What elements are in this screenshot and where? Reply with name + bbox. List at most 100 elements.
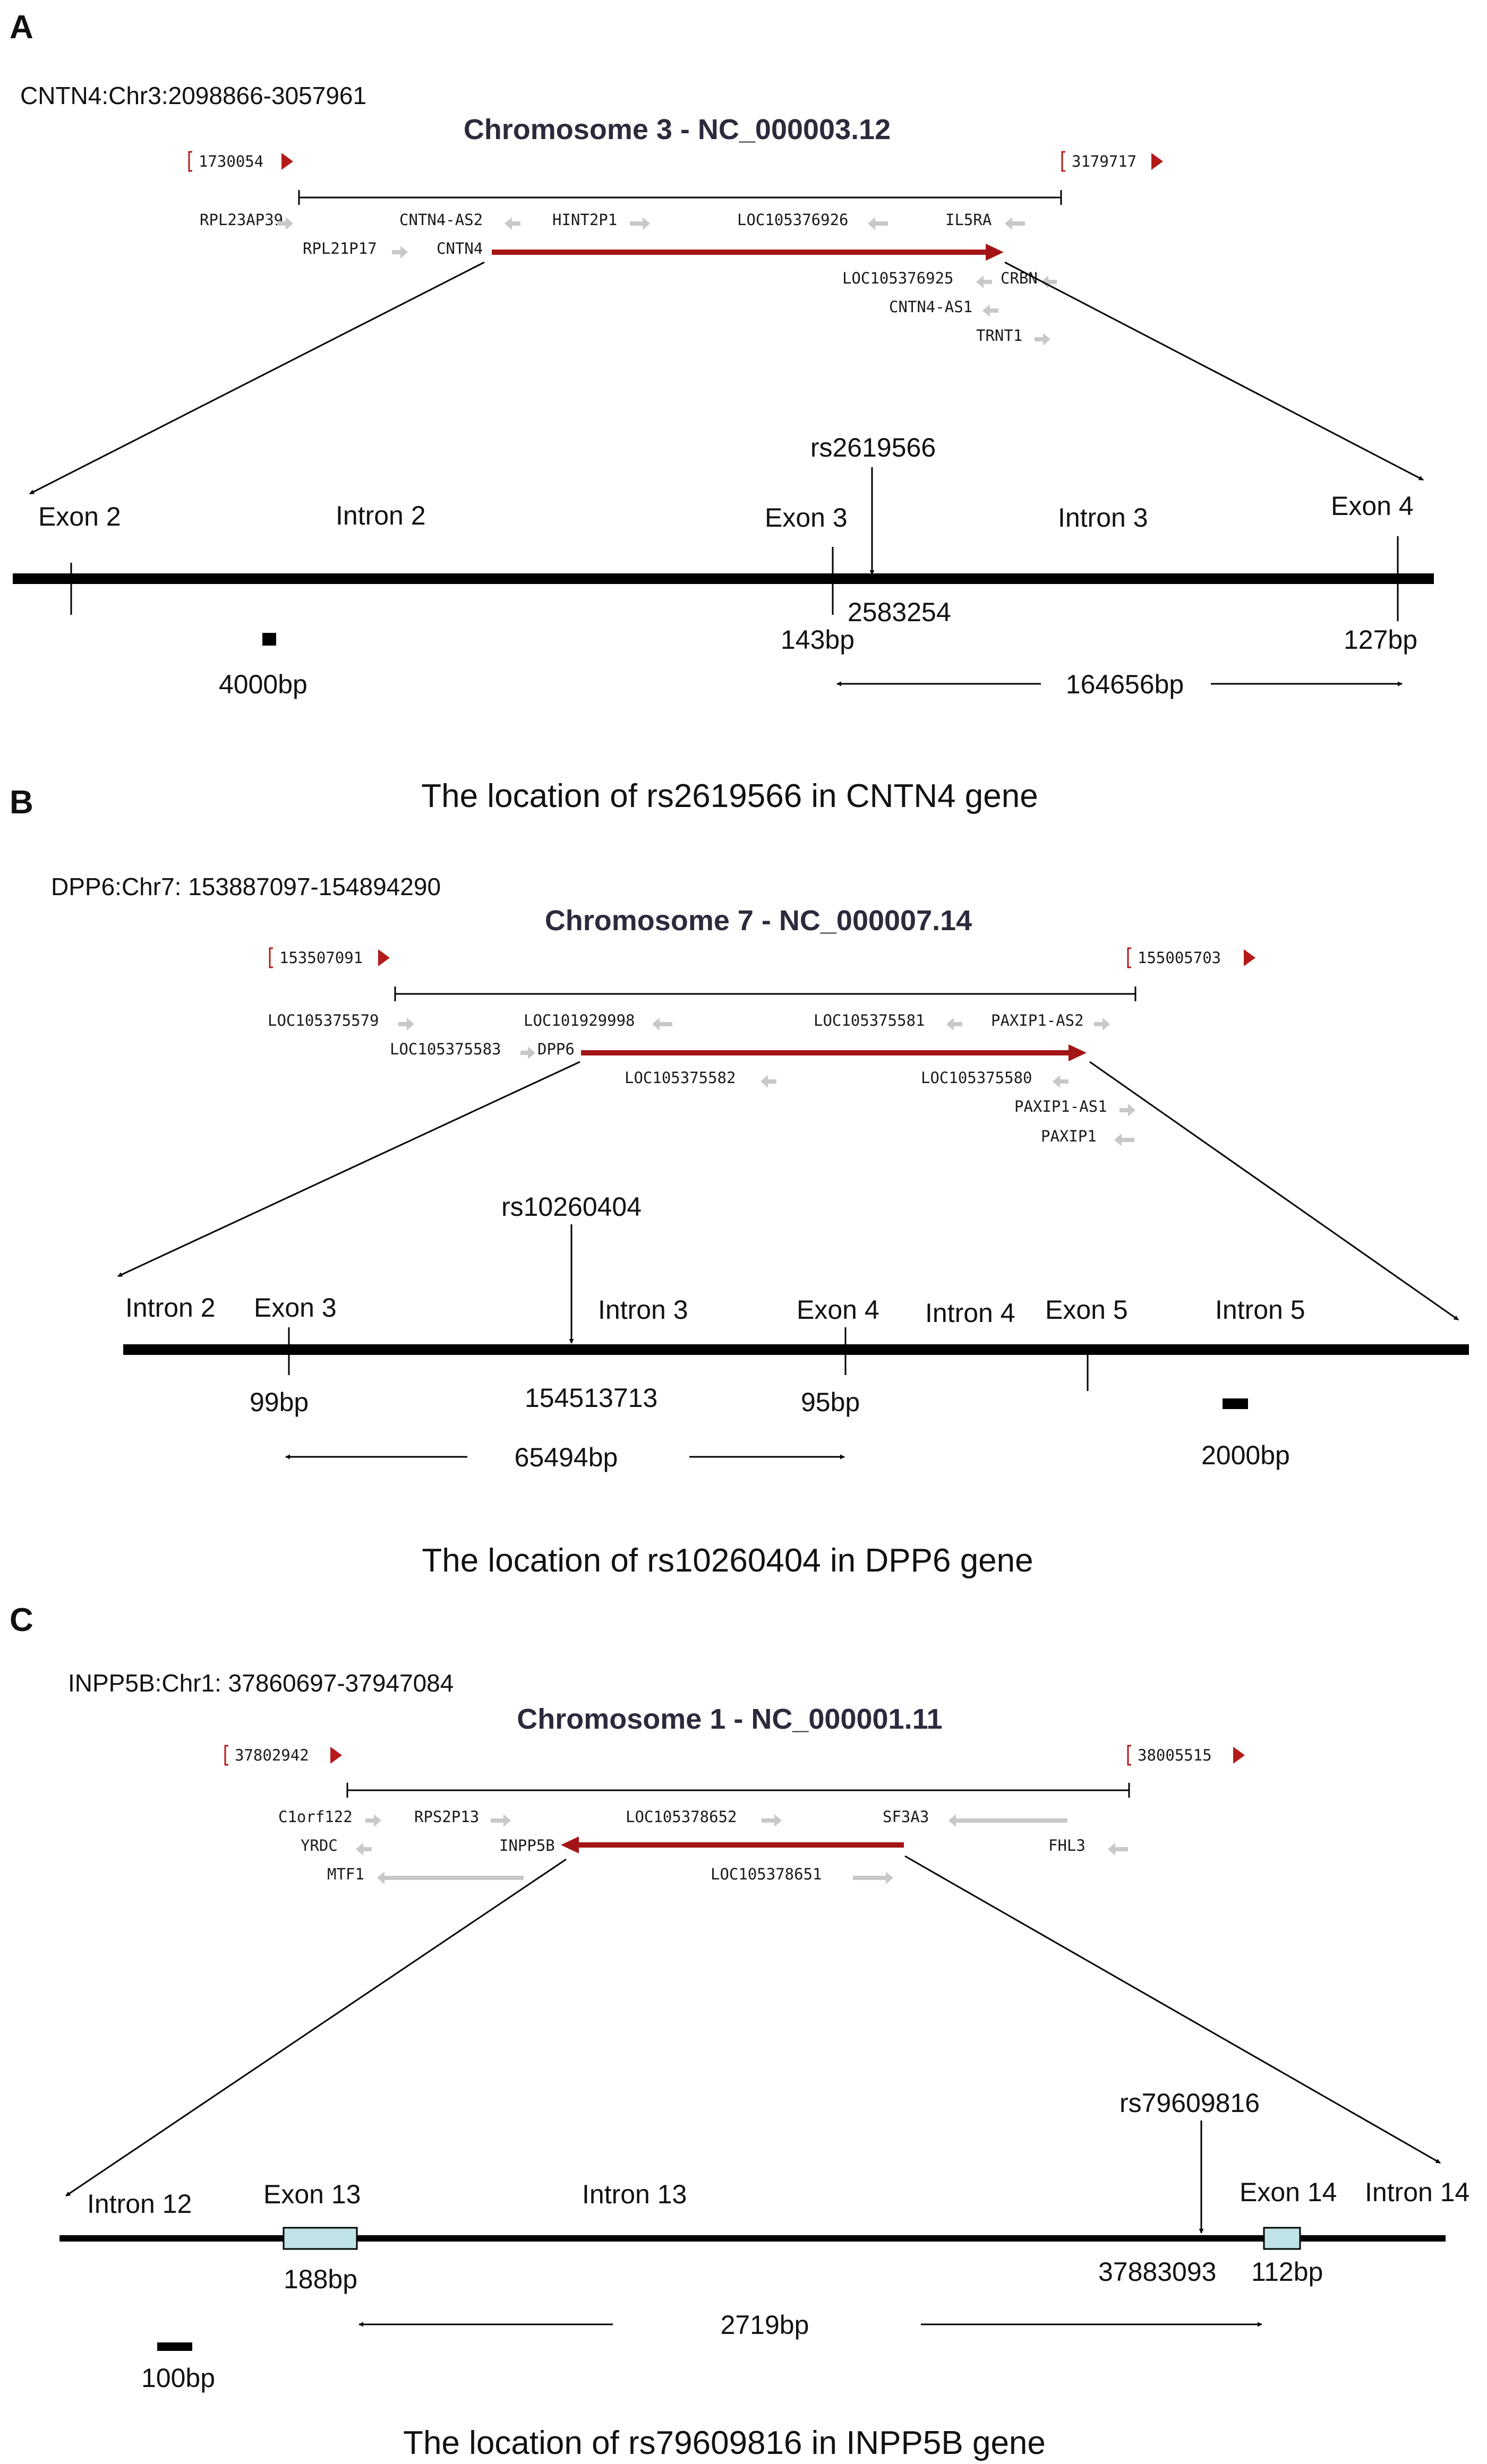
gene-label: TRNT1 [976,327,1022,345]
region-label: Intron 3 [1058,503,1148,533]
snp-position: 154513713 [525,1383,657,1413]
zoom-line [117,1061,580,1277]
panel-letter: A [10,9,33,46]
scale-bar [157,2342,192,2351]
gene-label: LOC105376926 [737,211,849,229]
snp-id: rs10260404 [501,1192,642,1222]
region-label: Exon 4 [797,1295,879,1325]
panel-a: A CNTN4:Chr3:2098866-3057961 Chromosome … [10,9,1434,814]
region-label: Exon 14 [1240,2177,1337,2207]
gene-label: C1orf122 [278,1808,353,1826]
inpp5b-gene-arrow [561,1836,904,1853]
gene-label: RPL21P17 [303,239,377,257]
gene-label: CNTN4 [437,239,483,257]
gene-label: DPP6 [537,1040,575,1058]
zoom-line [904,1855,1441,2164]
region-label: Intron 3 [598,1295,688,1325]
gene-track: RPL23AP39 CNTN4-AS2 HINT2P1 LOC105376926… [200,211,1057,346]
triangle-marker-icon [1244,949,1255,966]
left-arrow-icon [377,1871,524,1884]
region-label: Exon 13 [263,2179,361,2209]
zoom-line [29,261,485,495]
triangle-marker-icon [1233,1747,1245,1764]
gene-label: SF3A3 [883,1808,929,1826]
panel-c: C INPP5B:Chr1: 37860697-37947084 Chromos… [10,1602,1469,2461]
gene-model: Exon 2 Intron 2 Exon 3 Intron 3 Exon 4 r… [13,433,1434,699]
left-coordinate-flag: 1730054 [188,151,293,172]
chromosome-title: Chromosome 1 - NC_000001.11 [517,1703,942,1735]
region-label: Intron 4 [925,1298,1015,1328]
panel-letter: C [10,1602,33,1638]
gene-label: LOC105375579 [268,1011,379,1029]
right-arrow-icon [392,246,408,259]
left-arrow-icon [946,1018,962,1031]
gene-label: LOC101929998 [524,1011,635,1029]
scale-label: 4000bp [219,669,307,699]
exon-box [283,2227,358,2250]
zoom-line [65,1858,567,2197]
snp-position: 37883093 [1098,2257,1216,2287]
scale-label: 2000bp [1201,1440,1290,1470]
left-coordinate-flag: 37802942 [224,1745,342,1766]
gene-label: MTF1 [327,1865,364,1883]
region-label: Exon 2 [38,502,121,531]
right-arrow-icon [1119,1104,1135,1117]
panel-caption: The location of rs10260404 in DPP6 gene [422,1542,1033,1579]
exon-size: 99bp [250,1387,309,1417]
region-label: Intron 2 [125,1293,216,1323]
panel-b: B DPP6:Chr7: 153887097-154894290 Chromos… [10,784,1469,1579]
gene-label: HINT2P1 [552,211,617,229]
right-arrow-icon [491,1814,511,1827]
triangle-marker-icon [378,949,390,966]
left-arrow-icon [1053,1075,1069,1088]
region-label: Exon 4 [1331,491,1414,521]
region-label: Intron 5 [1215,1295,1305,1325]
right-coordinate: 38005515 [1138,1746,1212,1764]
left-arrow-icon [1005,217,1025,230]
right-arrow-icon [520,1046,535,1059]
gene-label: LOC105375583 [390,1040,501,1058]
left-coordinate-flag: 153507091 [269,947,390,968]
left-arrow-icon [976,276,992,288]
zoom-line [1004,261,1424,481]
left-arrow-icon [356,1843,372,1856]
span-length: 164656bp [1066,669,1184,699]
left-arrow-icon [1108,1843,1128,1856]
scale-label: 100bp [141,2363,215,2393]
exon-size: 127bp [1344,625,1417,655]
gene-label: IL5RA [945,211,992,229]
chromosome-title: Chromosome 7 - NC_000007.14 [545,905,972,937]
region-label: Intron 13 [582,2179,687,2209]
gene-track: C1orf122 RPS2P13 LOC105378652 SF3A3 YRDC… [278,1808,1128,1884]
scale-bar [262,633,276,646]
exon-size: 95bp [801,1387,860,1417]
gene-label: LOC105375582 [625,1069,736,1087]
right-coordinate: 155005703 [1138,949,1221,967]
gene-label: FHL3 [1048,1836,1086,1855]
left-arrow-icon [1041,276,1057,288]
right-arrow-icon [762,1814,782,1827]
gene-label: CNTN4-AS1 [889,298,972,316]
gene-model: Intron 2 Exon 3 Intron 3 Exon 4 Intron 4… [123,1192,1469,1472]
span-length: 65494bp [515,1443,618,1472]
exon-box [1263,2227,1301,2250]
snp-id: rs2619566 [810,433,936,462]
right-arrow-icon [1094,1018,1110,1031]
gene-label: LOC105376925 [842,269,954,287]
right-arrow-icon [1035,333,1050,346]
triangle-marker-icon [330,1747,342,1764]
left-arrow-icon [505,217,520,230]
gene-label: RPL23AP39 [200,211,283,229]
gene-label: PAXIP1-AS1 [1014,1097,1107,1115]
zoom-line [1089,1061,1459,1321]
chromosome-title: Chromosome 3 - NC_000003.12 [464,114,891,145]
dpp6-gene-arrow [581,1044,1087,1061]
left-arrow-icon [1114,1134,1134,1146]
right-coordinate-flag: 3179717 [1061,151,1163,172]
scale-bar [1223,1398,1248,1409]
region-label: Exon 5 [1045,1295,1128,1325]
region-label: Intron 2 [336,501,426,530]
cntn4-gene-arrow [492,244,1004,261]
region-label: Intron 14 [1365,2177,1469,2207]
